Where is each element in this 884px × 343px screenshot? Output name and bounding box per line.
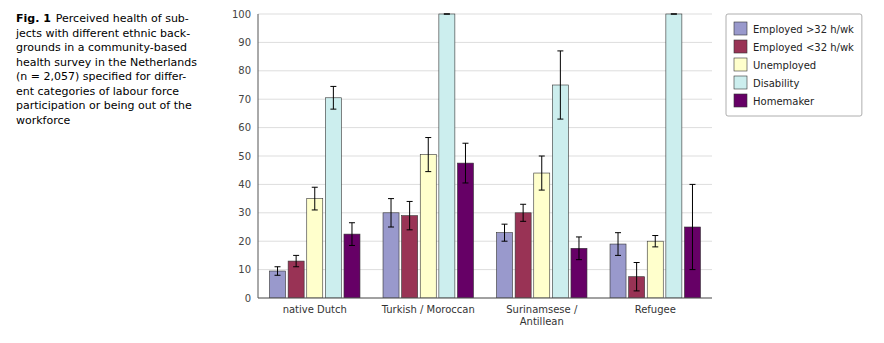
y-axis xyxy=(258,14,259,298)
error-bar xyxy=(444,14,450,15)
x-tick-label: Surinamsese /Antillean xyxy=(506,304,578,327)
error-bar xyxy=(652,236,658,247)
legend-swatch xyxy=(734,94,747,107)
error-bar xyxy=(671,14,677,15)
bar xyxy=(457,163,473,298)
legend-label: Unemployed xyxy=(753,60,816,71)
error-bar xyxy=(634,263,640,291)
error-bar xyxy=(293,255,299,266)
legend-swatch xyxy=(734,22,747,35)
error-bar xyxy=(502,224,508,241)
bar xyxy=(325,98,341,298)
legend-swatch xyxy=(734,40,747,53)
legend-label: Employed >32 h/wk xyxy=(753,24,854,35)
bar xyxy=(534,173,550,298)
bar xyxy=(439,14,455,298)
legend-label: Disability xyxy=(753,78,799,89)
chart: Fig. 1Perceived health of sub-jects with… xyxy=(0,0,884,343)
y-tick-label: 100 xyxy=(232,9,251,20)
bars xyxy=(270,14,701,298)
error-bar xyxy=(539,156,545,190)
error-bar xyxy=(349,223,355,246)
bar xyxy=(270,271,286,298)
legend-swatch xyxy=(734,76,747,89)
error-bar xyxy=(576,237,582,260)
error-bar xyxy=(312,187,318,210)
grid-line xyxy=(258,70,712,71)
error-bar xyxy=(462,143,468,183)
caption: Perceived health of sub-jects with diffe… xyxy=(15,12,197,127)
bar xyxy=(666,14,682,298)
error-bar xyxy=(388,199,394,227)
error-bar xyxy=(275,267,281,276)
bar xyxy=(307,199,323,298)
bar xyxy=(647,241,663,298)
caption-label: Fig. 1 xyxy=(16,12,51,25)
bar xyxy=(497,233,513,298)
y-tick-label: 60 xyxy=(238,122,251,133)
error-bar xyxy=(557,51,563,119)
error-bar xyxy=(520,204,526,221)
error-bar xyxy=(330,86,336,109)
y-tick-label: 0 xyxy=(245,293,251,304)
x-tick-label: Refugee xyxy=(635,304,676,315)
legend-label: Homemaker xyxy=(753,96,815,107)
y-tick-label: 40 xyxy=(238,179,251,190)
bar xyxy=(288,261,304,298)
legend: Employed >32 h/wk Employed <32 h/wk Unempl… xyxy=(726,14,862,116)
error-bar xyxy=(425,138,431,172)
grid-line xyxy=(258,42,712,43)
y-tick-label: 10 xyxy=(238,264,251,275)
error-bar xyxy=(407,201,413,229)
y-tick-label: 70 xyxy=(238,94,251,105)
y-tick-label: 30 xyxy=(238,207,251,218)
legend-swatch xyxy=(734,58,747,71)
x-tick-label: Turkish / Moroccan xyxy=(381,304,475,315)
grid-line xyxy=(258,298,712,299)
y-tick-label: 20 xyxy=(238,236,251,247)
error-bar xyxy=(615,233,621,256)
legend-label: Employed <32 h/wk xyxy=(753,42,854,53)
y-tick-label: 90 xyxy=(238,37,251,48)
error-bar xyxy=(689,184,695,269)
grid-line xyxy=(258,14,712,15)
bar xyxy=(420,155,436,298)
y-tick-label: 80 xyxy=(238,65,251,76)
legend-frame xyxy=(726,14,862,116)
y-tick-label: 50 xyxy=(238,151,251,162)
x-axis xyxy=(258,298,712,299)
bar xyxy=(515,213,531,298)
x-tick-label: native Dutch xyxy=(283,304,347,315)
